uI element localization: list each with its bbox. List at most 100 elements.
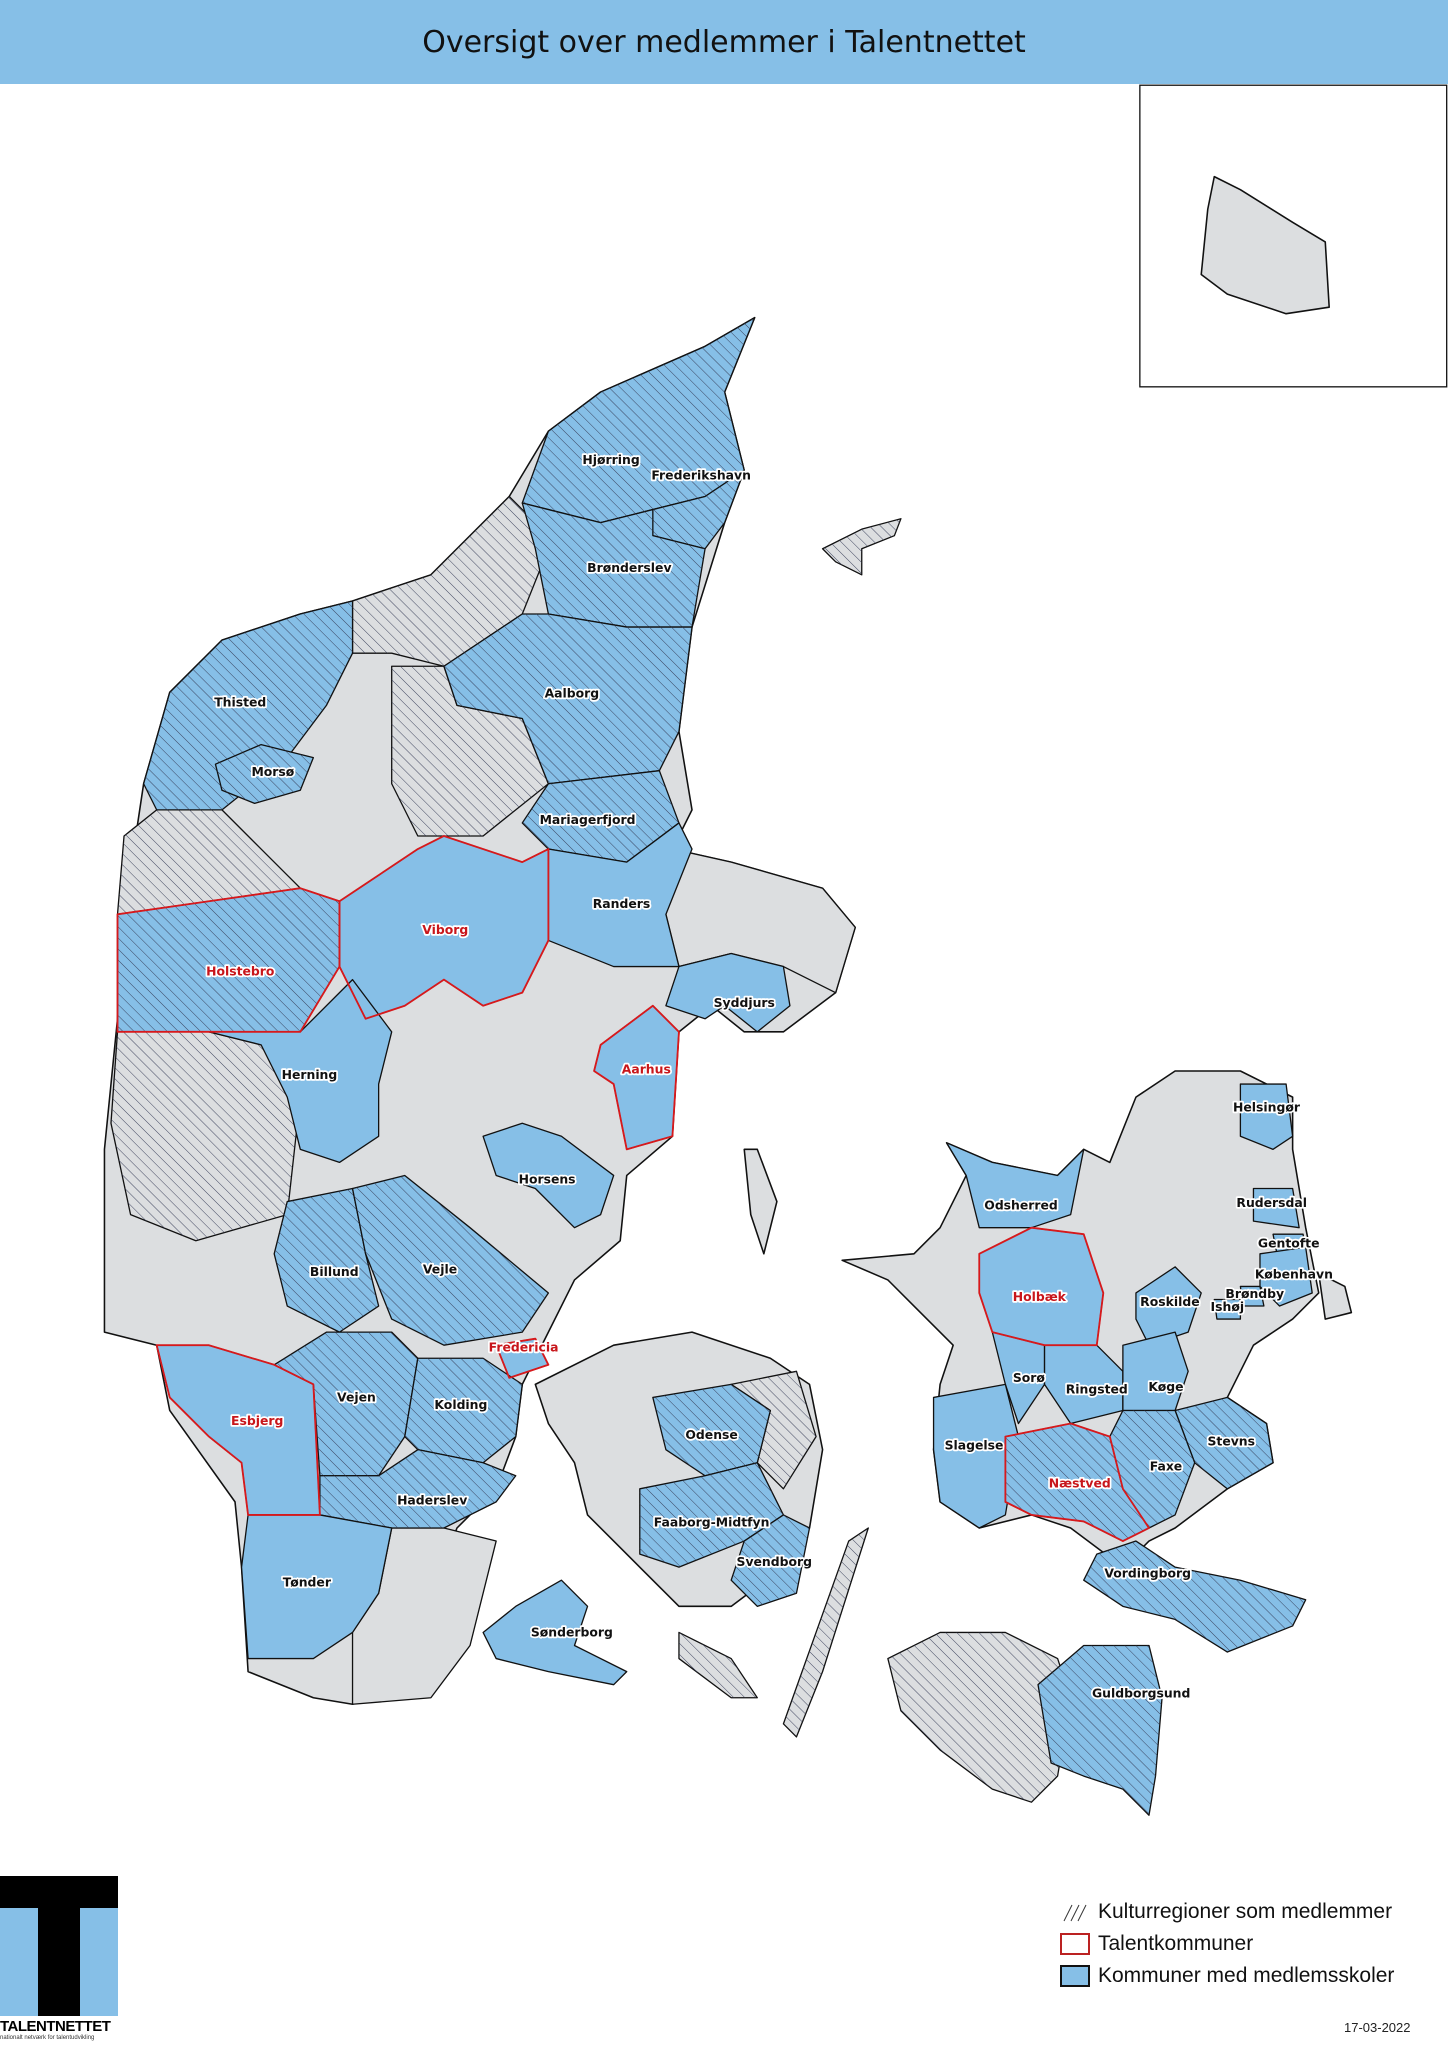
municipality-odense-hatch	[652, 1384, 771, 1476]
talent-outline-esbjerg	[155, 1344, 321, 1516]
bornholm-inset-frame	[1139, 84, 1448, 388]
municipality-label: København	[1255, 1267, 1333, 1282]
municipality-label: Køge	[1148, 1379, 1183, 1394]
municipality-lemvig-hatch	[117, 809, 301, 915]
municipality-label: Helsingør	[1233, 1099, 1301, 1114]
municipality-holstebro-hatch	[117, 888, 340, 1032]
municipality-label: Syddjurs	[714, 995, 775, 1010]
hatch-swatch-icon	[1063, 1904, 1087, 1922]
municipality-label: Haderslev	[397, 1492, 467, 1507]
municipality-label: Aarhus	[622, 1062, 671, 1077]
municipality-label: Frederikshavn	[651, 468, 751, 483]
map-date: 17-03-2022	[1344, 2020, 1411, 2035]
municipality-mariagerfjord-hatch	[522, 770, 679, 863]
municipality-horsens	[482, 1122, 615, 1229]
talent-outline-fredericia	[495, 1337, 550, 1379]
municipality-kolding-hatch	[404, 1358, 523, 1463]
municipality-frederikshavn-hatch	[652, 470, 745, 549]
talent-outline-holstebro	[116, 887, 341, 1033]
municipality-label: Tønder	[283, 1575, 332, 1590]
municipality-slagelse	[932, 1383, 1020, 1529]
municipality-label: Slagelse	[945, 1438, 1004, 1453]
municipality-helsingør	[1239, 1083, 1294, 1150]
municipality-hjørring-hatch	[522, 317, 755, 523]
municipality-jammerbugt-hatch	[352, 496, 549, 667]
logo-name: TALENTNETTET	[0, 2018, 111, 2035]
municipality-label: Sorø	[1013, 1370, 1045, 1385]
municipality-label: Sønderborg	[531, 1624, 613, 1639]
municipality-vesthimmerland-hatch	[391, 666, 549, 836]
talentnettet-logo: TALENTNETTET nationalt netværk for talen…	[0, 1876, 118, 2041]
municipality-morsø-hatch	[215, 744, 314, 804]
municipality-label: Faaborg-Midtfyn	[654, 1515, 770, 1530]
municipality-label: Viborg	[422, 922, 468, 937]
municipality-label: Vejle	[423, 1261, 457, 1276]
municipality-label: Faxe	[1150, 1459, 1183, 1474]
municipality-vejle-hatch	[352, 1175, 549, 1346]
talent-outline-aarhus	[593, 1004, 680, 1151]
municipality-langeland-hatch	[783, 1527, 869, 1737]
talent-outline-holbæk	[978, 1226, 1105, 1347]
municipality-rudersdal	[1252, 1187, 1300, 1229]
municipality-aeroe-hatch	[678, 1632, 758, 1698]
legend-label: Talentkommuner	[1098, 1932, 1254, 1955]
municipality-brønderslev-hatch	[522, 503, 706, 628]
municipality-label: Morsø	[251, 764, 294, 779]
municipality-faxe-hatch	[1109, 1410, 1195, 1528]
municipality-guldborgsund-hatch	[1038, 1645, 1163, 1816]
municipality-randers	[547, 822, 693, 968]
municipality-funen-east-hatch	[731, 1371, 817, 1489]
municipality-lolland-hatch	[887, 1632, 1071, 1803]
red-outline-swatch-icon	[1060, 1933, 1090, 1955]
municipality-label: Horsens	[519, 1171, 576, 1186]
municipality-vejen-hatch	[274, 1332, 418, 1476]
legend: Kulturregioner som medlemmer Talentkommu…	[1060, 1896, 1394, 1992]
municipality-odsherred	[945, 1142, 1085, 1229]
municipality-herning	[208, 978, 393, 1164]
municipality-label: Holstebro	[206, 964, 274, 979]
municipality-label: Brønderslev	[587, 560, 671, 575]
municipality-label: Ringsted	[1066, 1382, 1128, 1397]
landmass-samsoe	[743, 1148, 778, 1255]
municipality-svendborg-hatch	[731, 1514, 810, 1607]
municipality-ringkobing-skjern-hatch	[110, 1031, 301, 1241]
municipality-brøndby	[1239, 1285, 1265, 1307]
municipality-haderslev-hatch	[319, 1449, 516, 1528]
municipality-label: Brøndby	[1225, 1286, 1284, 1301]
municipality-aalborg-hatch	[443, 614, 693, 784]
municipality-roskilde	[1135, 1266, 1202, 1346]
municipality-label: Thisted	[214, 695, 266, 710]
talent-outline-næstved	[1004, 1422, 1150, 1542]
municipality-label: Billund	[310, 1264, 359, 1279]
municipality-label: Fredericia	[489, 1340, 559, 1355]
municipality-label: Hjørring	[582, 452, 639, 467]
municipality-label: Esbjerg	[231, 1413, 283, 1428]
municipality-label: Vejen	[337, 1389, 376, 1404]
municipality-label: Gentofte	[1258, 1235, 1320, 1250]
municipality-label: Herning	[282, 1067, 338, 1082]
logo-tagline: nationalt netværk for talentudvikling	[0, 2035, 95, 2041]
municipality-label: Svendborg	[737, 1554, 812, 1569]
municipality-label: Aalborg	[545, 686, 600, 701]
municipality-vordingborg-hatch	[1083, 1541, 1306, 1653]
municipality-sønderborg	[482, 1579, 628, 1686]
municipality-thisted-hatch	[143, 600, 353, 810]
municipality-anholt-hatch	[822, 518, 901, 575]
municipality-køge	[1122, 1331, 1189, 1412]
talent-outline-viborg	[338, 835, 550, 1020]
municipality-label: Odense	[685, 1427, 737, 1442]
municipality-billund-hatch	[274, 1188, 379, 1333]
municipality-label: Holbæk	[1013, 1289, 1067, 1304]
municipality-tønder	[240, 1514, 393, 1660]
blue-fill-swatch-icon	[1060, 1965, 1090, 1987]
legend-item-medlemsskoler: Kommuner med medlemsskoler	[1060, 1960, 1394, 1992]
legend-label: Kulturregioner som medlemmer	[1098, 1900, 1393, 1923]
municipality-label: Mariagerfjord	[540, 812, 636, 827]
landmass-bornholm	[1200, 175, 1330, 315]
municipality-faaborg-midtfyn-hatch	[639, 1462, 784, 1568]
municipality-københavn	[1259, 1246, 1313, 1307]
municipality-label: Rudersdal	[1236, 1195, 1307, 1210]
municipality-stevns-hatch	[1175, 1397, 1274, 1489]
legend-item-kulturregioner: Kulturregioner som medlemmer	[1060, 1896, 1394, 1928]
